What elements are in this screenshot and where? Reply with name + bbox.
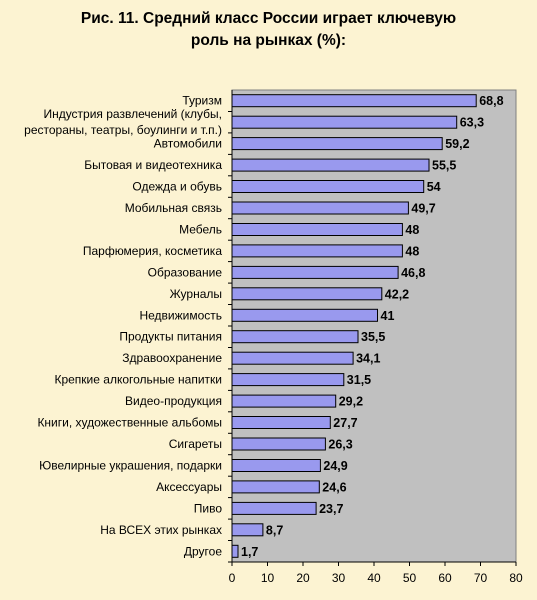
category-label-4: Одежда и обувь	[132, 180, 222, 194]
chart-title-line-1: Рис. 11. Средний класс России играет клю…	[80, 10, 457, 27]
value-label-12: 34,1	[356, 352, 380, 366]
x-tick-label-5: 50	[403, 571, 417, 585]
category-label-16: Сигареты	[169, 437, 222, 451]
bar-2	[231, 137, 443, 151]
value-label-13: 31,5	[347, 373, 371, 387]
bar-21	[231, 544, 239, 558]
value-label-3: 55,5	[432, 159, 456, 173]
category-label-12: Здравоохранение	[122, 351, 222, 365]
x-tick-label-1: 10	[261, 571, 275, 585]
value-label-15: 27,7	[333, 416, 357, 430]
category-label-14: Видео-продукция	[125, 394, 222, 408]
value-label-19: 23,7	[319, 502, 343, 516]
value-label-16: 26,3	[328, 438, 352, 452]
value-label-18: 24,6	[322, 480, 346, 494]
bar-1	[231, 115, 458, 129]
category-label-1-1: рестораны, театры, боулинги и т.п.)	[24, 123, 222, 137]
bar-17	[231, 459, 321, 472]
category-label-7: Парфюмерия, косметика	[83, 244, 222, 258]
x-tick-label-6: 60	[438, 571, 452, 585]
bar-18	[231, 480, 320, 494]
x-tick-label-8: 80	[509, 571, 523, 585]
bar-4	[231, 180, 425, 193]
x-tick-label-4: 40	[367, 571, 381, 585]
value-label-4: 54	[427, 180, 441, 194]
bar-3	[231, 158, 430, 172]
x-tick-label-3: 30	[332, 571, 346, 585]
bar-0	[231, 94, 477, 108]
x-tick-label-7: 70	[474, 571, 488, 585]
x-tick-label-2: 20	[296, 571, 310, 585]
bar-16	[231, 437, 326, 451]
category-label-15: Книги, художественные альбомы	[37, 416, 222, 430]
bar-15	[231, 416, 331, 429]
category-label-13: Крепкие алкогольные напитки	[54, 373, 222, 387]
category-label-11: Продукты питания	[119, 330, 222, 344]
value-label-2: 59,2	[445, 137, 469, 151]
category-label-1-0: Индустрия развлечений (клубы,	[43, 107, 222, 121]
value-label-17: 24,9	[323, 459, 347, 473]
chart-title-line-2: роль на рынках (%):	[190, 32, 347, 49]
chart-title: Рис. 11. Средний класс России играет клю…	[0, 8, 537, 52]
value-label-0: 68,8	[479, 94, 503, 108]
value-label-8: 46,8	[401, 266, 425, 280]
value-label-10: 41	[381, 309, 395, 323]
bar-7	[231, 244, 403, 258]
bar-5	[231, 201, 409, 215]
bar-14	[231, 394, 337, 408]
category-label-21: Другое	[184, 544, 222, 558]
value-label-5: 49,7	[411, 202, 435, 216]
category-label-19: Пиво	[194, 501, 223, 515]
category-label-2: Автомобили	[154, 137, 222, 151]
category-label-18: Аксессуары	[156, 480, 222, 494]
category-label-6: Мебель	[179, 223, 222, 237]
value-label-14: 29,2	[339, 395, 363, 409]
bar-20	[231, 523, 264, 537]
value-label-7: 48	[405, 244, 419, 258]
x-tick-label-0: 0	[229, 571, 236, 585]
bar-13	[231, 373, 345, 387]
category-label-17: Ювелирные украшения, подарки	[39, 459, 222, 473]
bar-9	[231, 287, 383, 301]
value-label-20: 8,7	[266, 523, 283, 537]
category-label-8: Образование	[148, 265, 223, 279]
category-label-9: Журналы	[170, 287, 222, 301]
bar-11	[231, 330, 359, 344]
value-label-21: 1,7	[241, 545, 258, 559]
value-label-1: 63,3	[460, 116, 484, 130]
category-label-20: На ВСЕХ этих рынках	[100, 523, 222, 537]
value-label-6: 48	[405, 223, 419, 237]
bar-8	[231, 265, 399, 279]
value-label-11: 35,5	[361, 330, 385, 344]
bar-19	[231, 501, 317, 515]
category-label-10: Недвижимость	[139, 308, 222, 322]
value-label-9: 42,2	[385, 287, 409, 301]
category-label-3: Бытовая и видеотехника	[84, 158, 222, 172]
category-label-5: Мобильная связь	[125, 201, 222, 215]
bar-6	[231, 223, 403, 236]
bar-12	[231, 351, 354, 365]
bar-10	[231, 308, 378, 322]
category-label-0: Туризм	[182, 94, 222, 108]
